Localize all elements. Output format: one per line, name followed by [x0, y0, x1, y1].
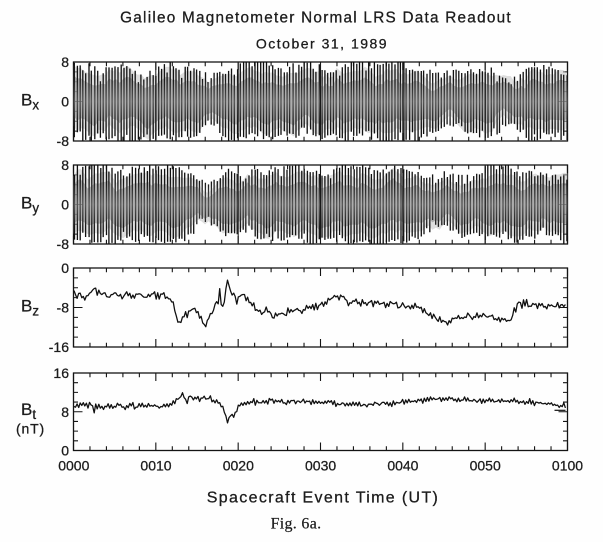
svg-text:0000: 0000: [58, 458, 89, 474]
svg-text:0: 0: [61, 94, 69, 110]
svg-text:0020: 0020: [223, 458, 254, 474]
svg-text:Spacecraft Event Time (UT): Spacecraft Event Time (UT): [207, 490, 440, 507]
svg-text:0050: 0050: [470, 458, 501, 474]
svg-text:8: 8: [61, 54, 69, 70]
svg-text:Fig. 6a.: Fig. 6a.: [271, 516, 322, 533]
svg-text:October 31, 1989: October 31, 1989: [256, 36, 388, 52]
svg-text:-8: -8: [57, 133, 70, 149]
svg-text:0100: 0100: [552, 458, 583, 474]
svg-text:-8: -8: [57, 236, 70, 252]
svg-text:(nT): (nT): [16, 421, 45, 437]
svg-text:0040: 0040: [387, 458, 418, 474]
svg-text:16: 16: [53, 365, 69, 381]
svg-text:Galileo Magnetometer Normal LR: Galileo Magnetometer Normal LRS Data Rea…: [120, 10, 512, 27]
svg-text:0: 0: [61, 197, 69, 213]
svg-text:0030: 0030: [305, 458, 336, 474]
svg-text:0010: 0010: [140, 458, 171, 474]
svg-text:-8: -8: [57, 300, 70, 316]
svg-text:-16: -16: [49, 339, 69, 355]
svg-text:8: 8: [61, 157, 69, 173]
svg-text:0: 0: [61, 260, 69, 276]
svg-text:8: 8: [61, 404, 69, 420]
svg-text:0: 0: [61, 443, 69, 459]
